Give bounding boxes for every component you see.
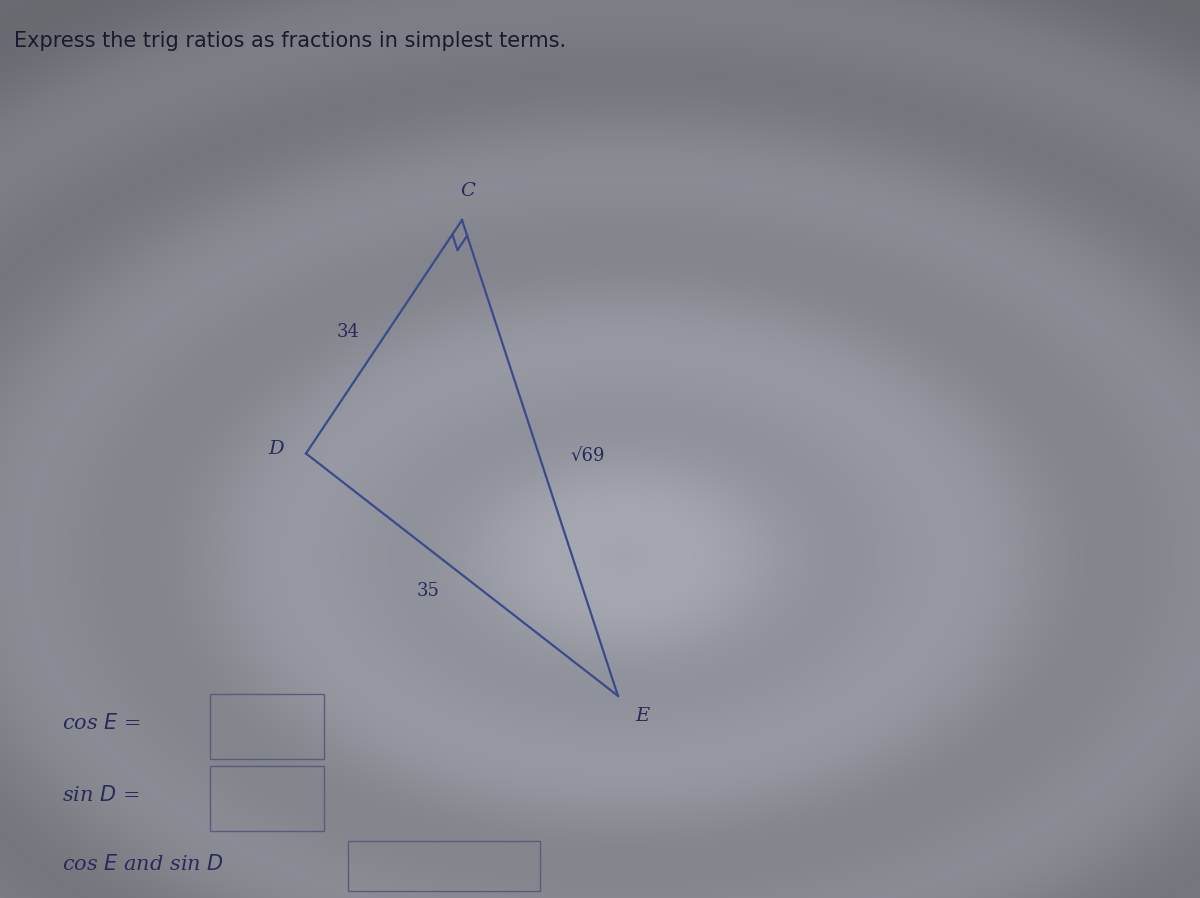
Text: E: E <box>635 707 649 725</box>
Text: cos $E$ =: cos $E$ = <box>62 713 142 733</box>
Text: cos $E$ and sin $D$: cos $E$ and sin $D$ <box>62 854 224 874</box>
Text: √69: √69 <box>570 447 605 465</box>
Text: D: D <box>269 440 284 458</box>
Text: 34: 34 <box>336 323 360 341</box>
Bar <box>210 766 324 831</box>
Text: C: C <box>461 182 475 200</box>
Text: 35: 35 <box>416 582 440 600</box>
Text: Express the trig ratios as fractions in simplest terms.: Express the trig ratios as fractions in … <box>14 31 566 51</box>
Bar <box>210 694 324 759</box>
Bar <box>348 841 540 891</box>
Text: sin $D$ =: sin $D$ = <box>62 785 140 805</box>
